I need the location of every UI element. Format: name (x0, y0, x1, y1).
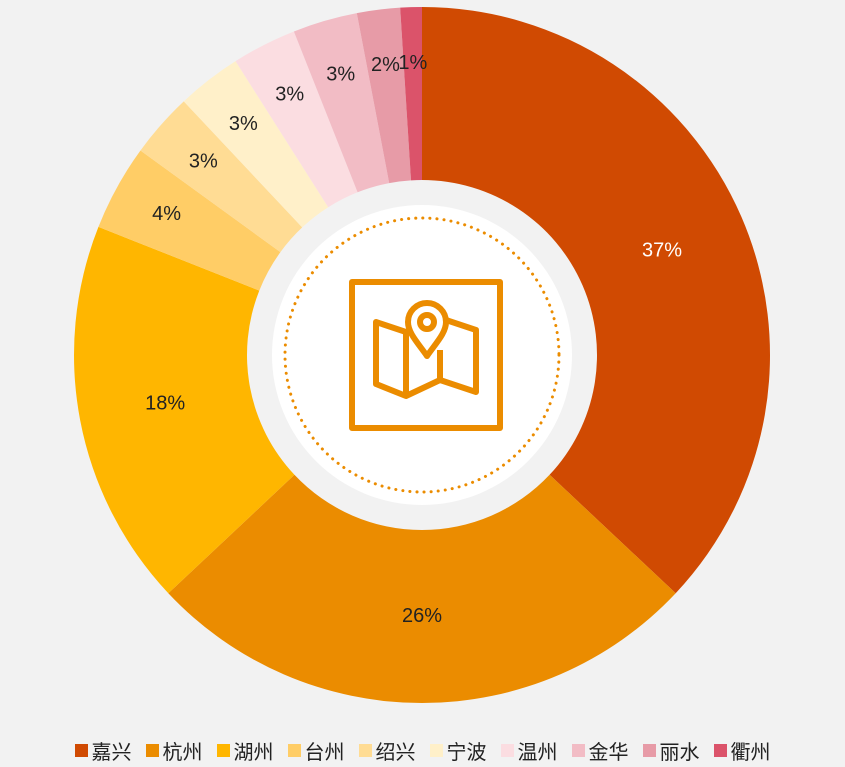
legend-swatch (358, 744, 372, 757)
legend-swatch (500, 744, 514, 757)
legend-label: 嘉兴 (91, 742, 132, 764)
slice (356, 7, 412, 184)
legend-swatch (145, 744, 159, 757)
slice (183, 61, 329, 228)
slice (168, 474, 676, 703)
legend-item: 绍兴 (358, 736, 416, 765)
data-label: 3% (229, 113, 258, 135)
legend-item: 台州 (287, 736, 345, 765)
data-label: 4% (152, 203, 181, 225)
legend-label: 湖州 (233, 742, 274, 764)
legend-swatch (642, 744, 656, 757)
legend-label: 台州 (304, 742, 345, 764)
data-label: 1% (398, 52, 427, 74)
slices (73, 7, 770, 703)
legend-swatch (571, 744, 585, 757)
legend-label: 金华 (588, 742, 629, 764)
data-label: 3% (189, 151, 218, 173)
slice (400, 7, 422, 181)
legend-item: 衢州 (713, 736, 771, 765)
slice (98, 150, 281, 291)
legend-swatch (287, 744, 301, 757)
dotted-ring (283, 216, 561, 494)
slice (293, 13, 390, 193)
slice (422, 7, 770, 594)
legend-item: 宁波 (429, 736, 487, 765)
legend-label: 衢州 (730, 742, 771, 764)
slice (140, 101, 303, 253)
slice (73, 226, 295, 594)
data-label: 3% (326, 63, 355, 85)
data-label: 26% (402, 605, 442, 627)
legend-label: 温州 (517, 742, 558, 764)
data-label: 18% (145, 392, 185, 414)
legend-item: 丽水 (642, 736, 700, 765)
legend-item: 温州 (500, 736, 558, 765)
legend-item: 金华 (571, 736, 629, 765)
legend-item: 杭州 (145, 736, 203, 765)
legend-label: 杭州 (162, 742, 203, 764)
legend-label: 绍兴 (375, 742, 416, 764)
slice (235, 31, 358, 208)
legend-swatch (216, 744, 230, 757)
legend: 嘉兴 杭州 湖州 台州 绍兴 宁波 温州 金华 丽水 衢州 (0, 736, 845, 765)
legend-label: 丽水 (659, 742, 700, 764)
legend-item: 湖州 (216, 736, 274, 765)
legend-swatch (74, 744, 88, 757)
data-label: 3% (275, 84, 304, 106)
data-label: 37% (642, 239, 682, 261)
map-icon (349, 279, 503, 431)
legend-item: 嘉兴 (74, 736, 132, 765)
center-disc (272, 205, 572, 505)
data-label: 2% (371, 54, 400, 76)
chart: 37% 26% 18% 4% 3% 3% 3% 3% 2%1% (73, 7, 770, 703)
legend-swatch (429, 744, 443, 757)
legend-swatch (713, 744, 727, 757)
legend-label: 宁波 (446, 742, 487, 764)
